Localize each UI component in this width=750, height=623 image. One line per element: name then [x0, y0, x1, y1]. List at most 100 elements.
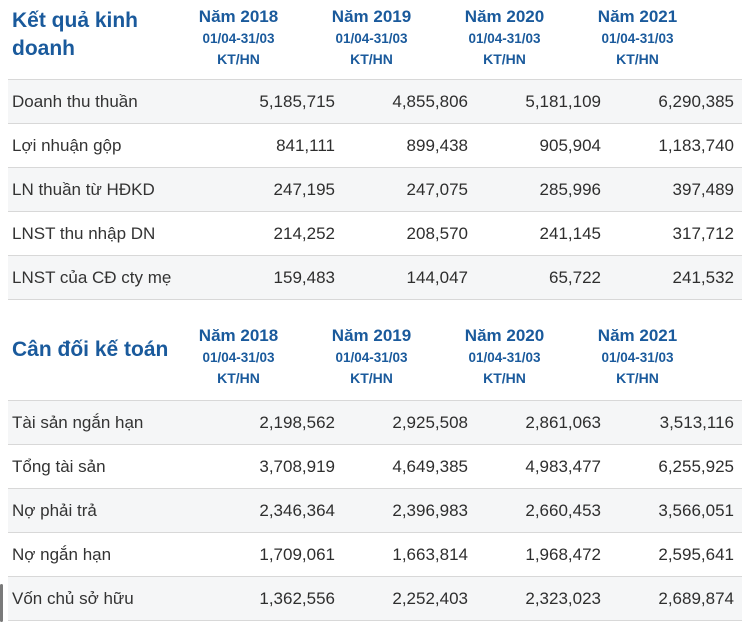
section-title-income-statement: Kết quả kinh doanh: [12, 9, 139, 60]
cell-value: 905,904: [539, 135, 601, 155]
table-row-profit-after-tax: LNST thu nhập DN 214,252 208,570 241,145…: [8, 211, 742, 255]
table-row-total-assets: Tổng tài sản 3,708,919 4,649,385 4,983,4…: [8, 444, 742, 488]
cell-value: 2,396,983: [392, 500, 468, 520]
cell-value: 247,195: [273, 179, 335, 199]
column-period-label: 01/04-31/03: [202, 350, 275, 365]
column-header-2020: Năm 2020 01/04-31/03 KT/HN: [438, 0, 571, 69]
cell-value: 2,346,364: [259, 500, 335, 520]
column-header-2019: Năm 2019 01/04-31/03 KT/HN: [305, 0, 438, 69]
column-year-label: Năm 2021: [597, 7, 678, 26]
table-row-owner-equity: Vốn chủ sở hữu 1,362,556 2,252,403 2,323…: [8, 576, 742, 620]
row-label: Vốn chủ sở hữu: [12, 588, 134, 608]
column-header-2020: Năm 2020 01/04-31/03 KT/HN: [438, 312, 571, 388]
column-basis-label: KT/HN: [483, 51, 526, 67]
column-header-2019: Năm 2019 01/04-31/03 KT/HN: [305, 312, 438, 388]
column-period-label: 01/04-31/03: [335, 31, 408, 46]
column-year-label: Năm 2019: [331, 7, 412, 26]
cell-value: 247,075: [406, 179, 468, 199]
table-row-operating-profit: LN thuần từ HĐKD 247,195 247,075 285,996…: [8, 167, 742, 211]
cell-value: 4,983,477: [525, 456, 601, 476]
cell-value: 241,145: [539, 223, 601, 243]
scrollbar-thumb[interactable]: [0, 584, 3, 622]
cell-value: 2,925,508: [392, 412, 468, 432]
column-basis-label: KT/HN: [616, 51, 659, 67]
column-basis-label: KT/HN: [350, 370, 393, 386]
row-label: Lợi nhuận gộp: [12, 135, 122, 155]
row-label: Tổng tài sản: [12, 456, 106, 476]
row-label: LN thuần từ HĐKD: [12, 179, 155, 199]
column-basis-label: KT/HN: [350, 51, 393, 67]
cell-value: 2,198,562: [259, 412, 335, 432]
column-year-label: Năm 2018: [198, 7, 279, 26]
table-row-parent-shareholder-profit: LNST của CĐ cty mẹ 159,483 144,047 65,72…: [8, 255, 742, 299]
cell-value: 214,252: [273, 223, 335, 243]
cell-value: 1,663,814: [392, 544, 468, 564]
cell-value: 5,185,715: [259, 91, 335, 111]
column-year-label: Năm 2018: [198, 326, 279, 345]
cell-value: 2,861,063: [525, 412, 601, 432]
table-row-short-term-liabilities: Nợ ngắn hạn 1,709,061 1,663,814 1,968,47…: [8, 532, 742, 576]
balance-sheet-header-row: Cân đối kế toán Năm 2018 01/04-31/03 KT/…: [8, 300, 742, 400]
cell-value: 397,489: [672, 179, 734, 199]
table-row-short-term-assets: Tài sản ngắn hạn 2,198,562 2,925,508 2,8…: [8, 400, 742, 444]
cell-value: 144,047: [406, 267, 468, 287]
cell-value: 1,968,472: [525, 544, 601, 564]
cell-value: 3,708,919: [259, 456, 335, 476]
income-statement-rows: Doanh thu thuần 5,185,715 4,855,806 5,18…: [8, 79, 742, 300]
column-period-label: 01/04-31/03: [601, 350, 674, 365]
balance-sheet-section: Cân đối kế toán Năm 2018 01/04-31/03 KT/…: [0, 300, 750, 621]
cell-value: 2,689,874: [658, 588, 734, 608]
column-header-2021: Năm 2021 01/04-31/03 KT/HN: [571, 0, 704, 69]
column-basis-label: KT/HN: [217, 51, 260, 67]
cell-value: 2,595,641: [658, 544, 734, 564]
cell-value: 317,712: [672, 223, 734, 243]
balance-sheet-rows: Tài sản ngắn hạn 2,198,562 2,925,508 2,8…: [8, 400, 742, 621]
column-header-2018: Năm 2018 01/04-31/03 KT/HN: [172, 312, 305, 388]
cell-value: 2,252,403: [392, 588, 468, 608]
column-period-label: 01/04-31/03: [202, 31, 275, 46]
cell-value: 4,855,806: [392, 91, 468, 111]
cell-value: 3,566,051: [658, 500, 734, 520]
cell-value: 1,362,556: [259, 588, 335, 608]
column-period-label: 01/04-31/03: [468, 350, 541, 365]
cell-value: 159,483: [273, 267, 335, 287]
column-basis-label: KT/HN: [483, 370, 526, 386]
column-period-label: 01/04-31/03: [468, 31, 541, 46]
column-header-2021: Năm 2021 01/04-31/03 KT/HN: [571, 312, 704, 388]
cell-value: 899,438: [406, 135, 468, 155]
column-year-label: Năm 2019: [331, 326, 412, 345]
row-label: LNST thu nhập DN: [12, 223, 156, 243]
row-label: Doanh thu thuần: [12, 91, 138, 111]
table-row-gross-profit: Lợi nhuận gộp 841,111 899,438 905,904 1,…: [8, 123, 742, 167]
column-year-label: Năm 2020: [464, 7, 545, 26]
cell-value: 4,649,385: [392, 456, 468, 476]
income-statement-header-row: Kết quả kinh doanh Năm 2018 01/04-31/03 …: [8, 0, 742, 79]
row-label: Nợ ngắn hạn: [12, 544, 112, 564]
cell-value: 6,255,925: [658, 456, 734, 476]
column-period-label: 01/04-31/03: [335, 350, 408, 365]
cell-value: 3,513,116: [659, 412, 734, 432]
column-period-label: 01/04-31/03: [601, 31, 674, 46]
column-year-label: Năm 2021: [597, 326, 678, 345]
row-label: LNST của CĐ cty mẹ: [12, 267, 172, 287]
cell-value: 841,111: [276, 135, 335, 155]
column-year-label: Năm 2020: [464, 326, 545, 345]
cell-value: 6,290,385: [658, 91, 734, 111]
row-label: Nợ phải trả: [12, 500, 97, 520]
column-basis-label: KT/HN: [616, 370, 659, 386]
cell-value: 5,181,109: [525, 91, 601, 111]
cell-value: 208,570: [406, 223, 468, 243]
section-title-balance-sheet: Cân đối kế toán: [12, 338, 169, 361]
cell-value: 2,323,023: [525, 588, 601, 608]
cell-value: 2,660,453: [525, 500, 601, 520]
column-header-2018: Năm 2018 01/04-31/03 KT/HN: [172, 0, 305, 69]
cell-value: 241,532: [672, 267, 734, 287]
table-row-net-revenue: Doanh thu thuần 5,185,715 4,855,806 5,18…: [8, 79, 742, 123]
cell-value: 1,183,740: [658, 135, 734, 155]
row-label: Tài sản ngắn hạn: [12, 412, 144, 432]
cell-value: 285,996: [539, 179, 601, 199]
cell-value: 1,709,061: [259, 544, 335, 564]
income-statement-section: Kết quả kinh doanh Năm 2018 01/04-31/03 …: [0, 0, 750, 300]
column-basis-label: KT/HN: [217, 370, 260, 386]
cell-value: 65,722: [549, 267, 601, 287]
